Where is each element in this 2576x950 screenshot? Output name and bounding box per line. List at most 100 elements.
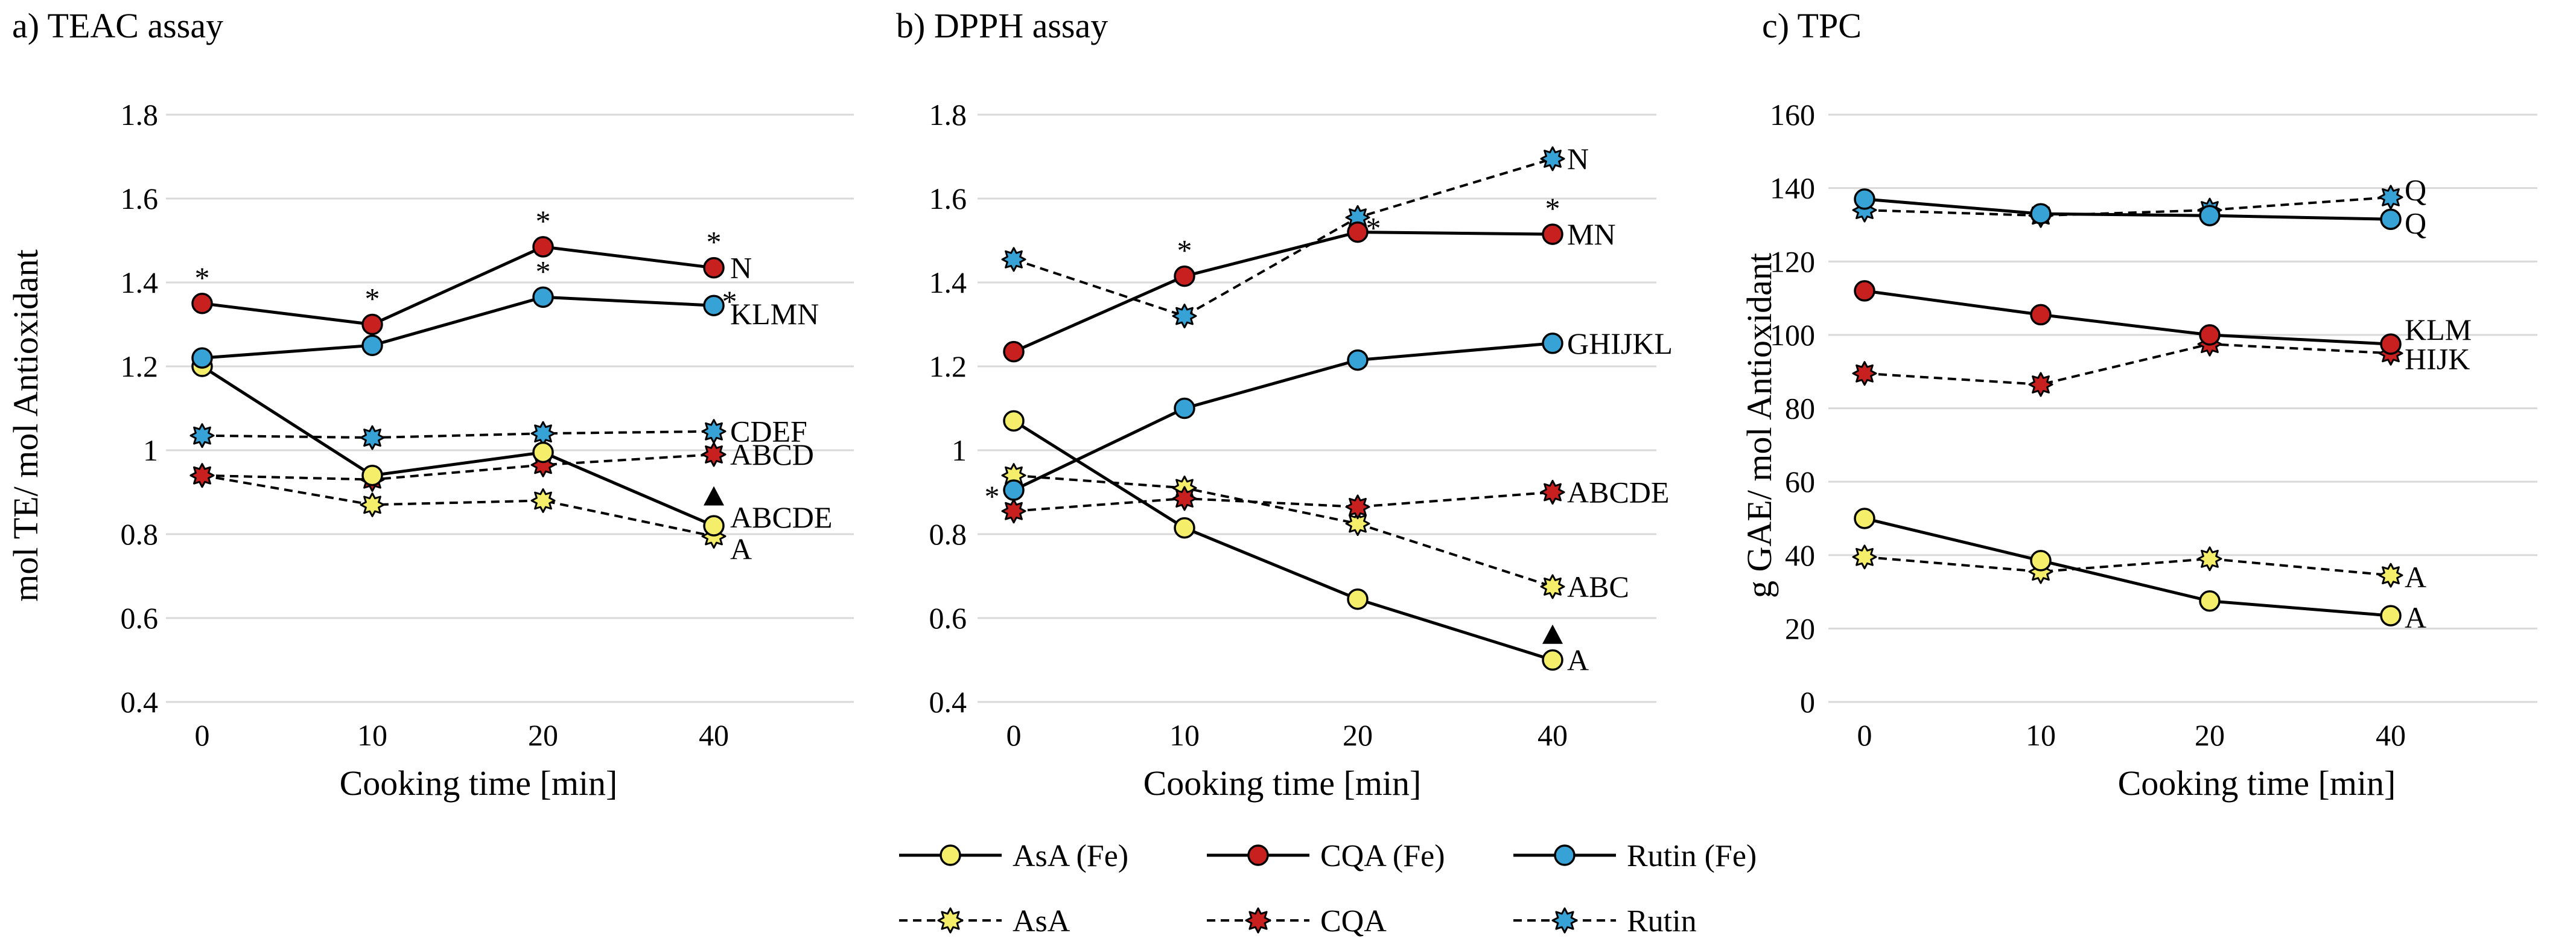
data-point-rutin bbox=[1001, 247, 1026, 272]
group-letter-label: MN bbox=[1567, 217, 1616, 251]
legend-star-marker bbox=[937, 907, 964, 934]
series-line-cqa bbox=[1013, 491, 1553, 512]
plot-area-dpph: 0.40.60.811.21.41.61.80 10 20 40****NMNGHIJ… bbox=[929, 98, 1673, 752]
data-point-cqa bbox=[2028, 372, 2053, 397]
legend-label: CQA bbox=[1320, 904, 1387, 939]
data-point-asa bbox=[1852, 544, 1877, 570]
legend-label: AsA bbox=[1013, 904, 1070, 939]
group-letter-label: ABC bbox=[1567, 570, 1629, 604]
data-point-cqa-fe bbox=[1854, 280, 1875, 302]
data-point-rutin-fe bbox=[532, 286, 554, 308]
y-tick-label: 100 bbox=[1770, 318, 1815, 352]
y-tick-label: 1.6 bbox=[121, 182, 159, 215]
data-point-asa-fe bbox=[1854, 508, 1875, 529]
series-line-asa bbox=[1013, 474, 1553, 588]
data-point-rutin bbox=[189, 423, 215, 448]
data-point-asa-fe bbox=[361, 464, 383, 486]
legend-marker bbox=[937, 907, 964, 934]
y-tick-label: 1.4 bbox=[121, 266, 159, 299]
y-tick-label: 1.8 bbox=[121, 98, 159, 132]
group-letter-label: A bbox=[2405, 560, 2426, 594]
data-point-rutin bbox=[360, 425, 385, 450]
series-line-cqa-fe bbox=[1864, 289, 2391, 346]
series-line-rutin bbox=[1013, 158, 1553, 317]
y-axis-title-tpc: g GAE/ mol Antioxidant bbox=[1740, 253, 1779, 598]
y-tick-label: 0.6 bbox=[121, 601, 159, 635]
y-tick-label: 40 bbox=[1785, 538, 1815, 572]
legend-item-rutin: Rutin bbox=[1513, 904, 1697, 939]
data-point-cqa bbox=[1852, 361, 1877, 386]
data-point-rutin-fe bbox=[1542, 333, 1563, 354]
x-tick-label: 20 bbox=[528, 718, 558, 752]
group-letter-label: ABCDE bbox=[730, 500, 832, 534]
data-point-cqa-fe bbox=[1542, 223, 1563, 245]
panel-teac: a) TEAC assay mol TE/ mol Antioxidant Co… bbox=[6, 6, 854, 803]
significance-star: * bbox=[707, 225, 722, 259]
y-tick-label: 160 bbox=[1770, 98, 1815, 132]
data-point-cqa-fe bbox=[532, 236, 554, 258]
y-tick-label: 140 bbox=[1770, 171, 1815, 205]
y-tick-label: 120 bbox=[1770, 244, 1815, 278]
panel-title-teac: a) TEAC assay bbox=[12, 6, 223, 45]
data-point-rutin bbox=[2378, 185, 2403, 210]
data-point-cqa-fe bbox=[361, 313, 383, 336]
legend-item-asa-fe: AsA (Fe) bbox=[899, 839, 1128, 873]
x-axis-title-tpc: Cooking time [min] bbox=[2118, 764, 2396, 803]
group-letter-label: KLM bbox=[2405, 313, 2472, 346]
x-tick-label: 10 bbox=[2026, 718, 2056, 752]
x-tick-label: 20 bbox=[1343, 718, 1373, 752]
data-point-rutin bbox=[1172, 304, 1197, 329]
data-point-asa bbox=[2378, 563, 2403, 588]
x-tick-label: 40 bbox=[2376, 718, 2406, 752]
data-point-cqa bbox=[1172, 486, 1197, 511]
series-line-asa bbox=[202, 474, 714, 538]
legend-item-cqa-fe: CQA (Fe) bbox=[1207, 839, 1445, 873]
group-letter-label: Q bbox=[2405, 173, 2426, 207]
legend-label: AsA (Fe) bbox=[1013, 839, 1128, 873]
series-line-rutin-fe bbox=[1864, 197, 2391, 221]
y-tick-label: 1.4 bbox=[929, 266, 967, 299]
y-axis-title-teac: mol TE/ mol Antioxidant bbox=[6, 249, 45, 602]
y-tick-label: 1.2 bbox=[121, 349, 159, 383]
data-point-cqa-fe bbox=[1347, 221, 1369, 243]
data-point-rutin-fe bbox=[191, 347, 213, 369]
group-letter-label: GHIJKL bbox=[1567, 327, 1673, 360]
y-tick-label: 1 bbox=[143, 433, 158, 467]
data-point-cqa bbox=[701, 442, 727, 467]
x-tick-label: 0 bbox=[1007, 718, 1022, 752]
x-tick-label: 0 bbox=[1857, 718, 1872, 752]
y-tick-label: 1.6 bbox=[929, 182, 967, 215]
x-tick-label: 10 bbox=[357, 718, 387, 752]
data-point-rutin-fe bbox=[703, 295, 725, 316]
data-point-cqa-fe bbox=[1003, 340, 1025, 363]
data-point-cqa-fe bbox=[2030, 304, 2052, 326]
group-letter-label: A bbox=[2405, 601, 2426, 634]
legend-item-asa: AsA bbox=[899, 904, 1070, 939]
data-point-asa bbox=[530, 488, 556, 513]
group-letter-label: N bbox=[730, 251, 752, 285]
x-tick-label: 20 bbox=[2195, 718, 2225, 752]
x-axis-title-dpph: Cooking time [min] bbox=[1143, 764, 1422, 803]
plot-area-teac: 0.40.60.811.21.41.61.80 10 20 40******NKLMN… bbox=[121, 98, 854, 752]
triangle-marker bbox=[704, 486, 724, 506]
x-tick-label: 40 bbox=[1538, 718, 1568, 752]
significance-star: * bbox=[536, 204, 551, 238]
data-point-rutin bbox=[530, 421, 556, 446]
data-point-rutin-fe bbox=[2030, 203, 2052, 225]
y-tick-label: 1 bbox=[952, 433, 967, 467]
legend-item-cqa: CQA bbox=[1207, 904, 1387, 939]
data-point-cqa bbox=[1540, 480, 1565, 505]
series-line-asa-fe bbox=[1013, 419, 1553, 661]
group-letter-label: A bbox=[1567, 643, 1589, 677]
data-point-rutin-fe bbox=[2199, 205, 2221, 226]
data-point-cqa bbox=[1345, 494, 1370, 520]
panel-title-tpc: c) TPC bbox=[1762, 6, 1862, 45]
significance-star: * bbox=[1366, 211, 1381, 245]
data-point-rutin-fe bbox=[1003, 479, 1025, 501]
data-point-rutin bbox=[701, 419, 727, 444]
y-tick-label: 1.8 bbox=[929, 98, 967, 132]
legend-star-marker bbox=[1245, 907, 1271, 934]
data-point-rutin-fe bbox=[361, 334, 383, 356]
legend-item-rutin-fe: Rutin (Fe) bbox=[1513, 839, 1757, 873]
